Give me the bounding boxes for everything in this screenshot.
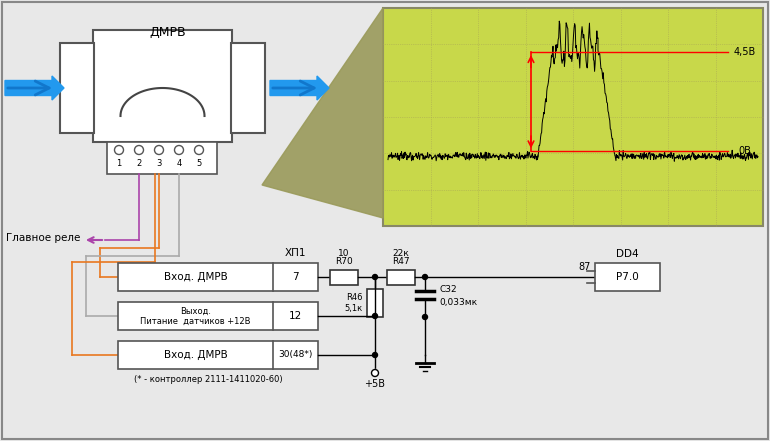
Bar — [383, 8, 763, 226]
Bar — [387, 269, 415, 284]
Text: Вход. ДМРВ: Вход. ДМРВ — [163, 350, 227, 360]
Text: 4,5В: 4,5В — [734, 47, 756, 57]
Bar — [330, 269, 358, 284]
Text: (* - контроллер 2111-1411020-60): (* - контроллер 2111-1411020-60) — [134, 375, 283, 385]
Text: 5,1к: 5,1к — [345, 304, 363, 314]
Bar — [118, 341, 318, 369]
Circle shape — [373, 314, 377, 318]
Text: R70: R70 — [335, 257, 353, 266]
Bar — [107, 142, 217, 174]
Circle shape — [115, 146, 123, 154]
Text: R47: R47 — [392, 257, 410, 266]
Text: 87: 87 — [579, 262, 591, 272]
Text: 1: 1 — [116, 160, 122, 168]
Text: 0,033мк: 0,033мк — [439, 299, 477, 307]
Bar — [93, 30, 232, 142]
Bar — [595, 263, 660, 291]
Circle shape — [373, 274, 377, 280]
Text: DD4: DD4 — [616, 249, 639, 259]
Circle shape — [423, 314, 427, 319]
Text: +5В: +5В — [364, 379, 386, 389]
Text: 5: 5 — [196, 160, 202, 168]
Text: 3: 3 — [156, 160, 162, 168]
Text: 12: 12 — [289, 311, 302, 321]
Polygon shape — [262, 8, 383, 218]
Circle shape — [175, 146, 183, 154]
Circle shape — [371, 370, 379, 377]
Text: 10: 10 — [338, 249, 350, 258]
Text: R46: R46 — [346, 292, 363, 302]
FancyArrow shape — [270, 76, 329, 100]
Circle shape — [373, 352, 377, 358]
Circle shape — [423, 274, 427, 280]
Text: 0В: 0В — [738, 146, 752, 156]
Circle shape — [371, 370, 379, 377]
Text: Главное реле: Главное реле — [6, 233, 80, 243]
Circle shape — [135, 146, 143, 154]
Text: 4: 4 — [176, 160, 182, 168]
Text: Выход.: Выход. — [180, 306, 211, 315]
Bar — [367, 289, 383, 317]
Text: 2: 2 — [136, 160, 142, 168]
Text: 22к: 22к — [393, 249, 410, 258]
Bar — [60, 43, 94, 133]
Circle shape — [195, 146, 203, 154]
Text: ДМРВ: ДМРВ — [149, 26, 186, 39]
Circle shape — [155, 146, 163, 154]
Bar — [118, 302, 318, 330]
FancyArrow shape — [5, 76, 64, 100]
Text: ХП1: ХП1 — [285, 248, 306, 258]
Text: 7: 7 — [292, 272, 299, 282]
Bar — [118, 263, 318, 291]
Text: Вход. ДМРВ: Вход. ДМРВ — [163, 272, 227, 282]
Text: C32: C32 — [439, 284, 457, 294]
Text: 30(48*): 30(48*) — [278, 351, 313, 359]
Bar — [231, 43, 265, 133]
Text: P7.0: P7.0 — [616, 272, 639, 282]
Text: Питание  датчиков +12В: Питание датчиков +12В — [140, 317, 251, 325]
